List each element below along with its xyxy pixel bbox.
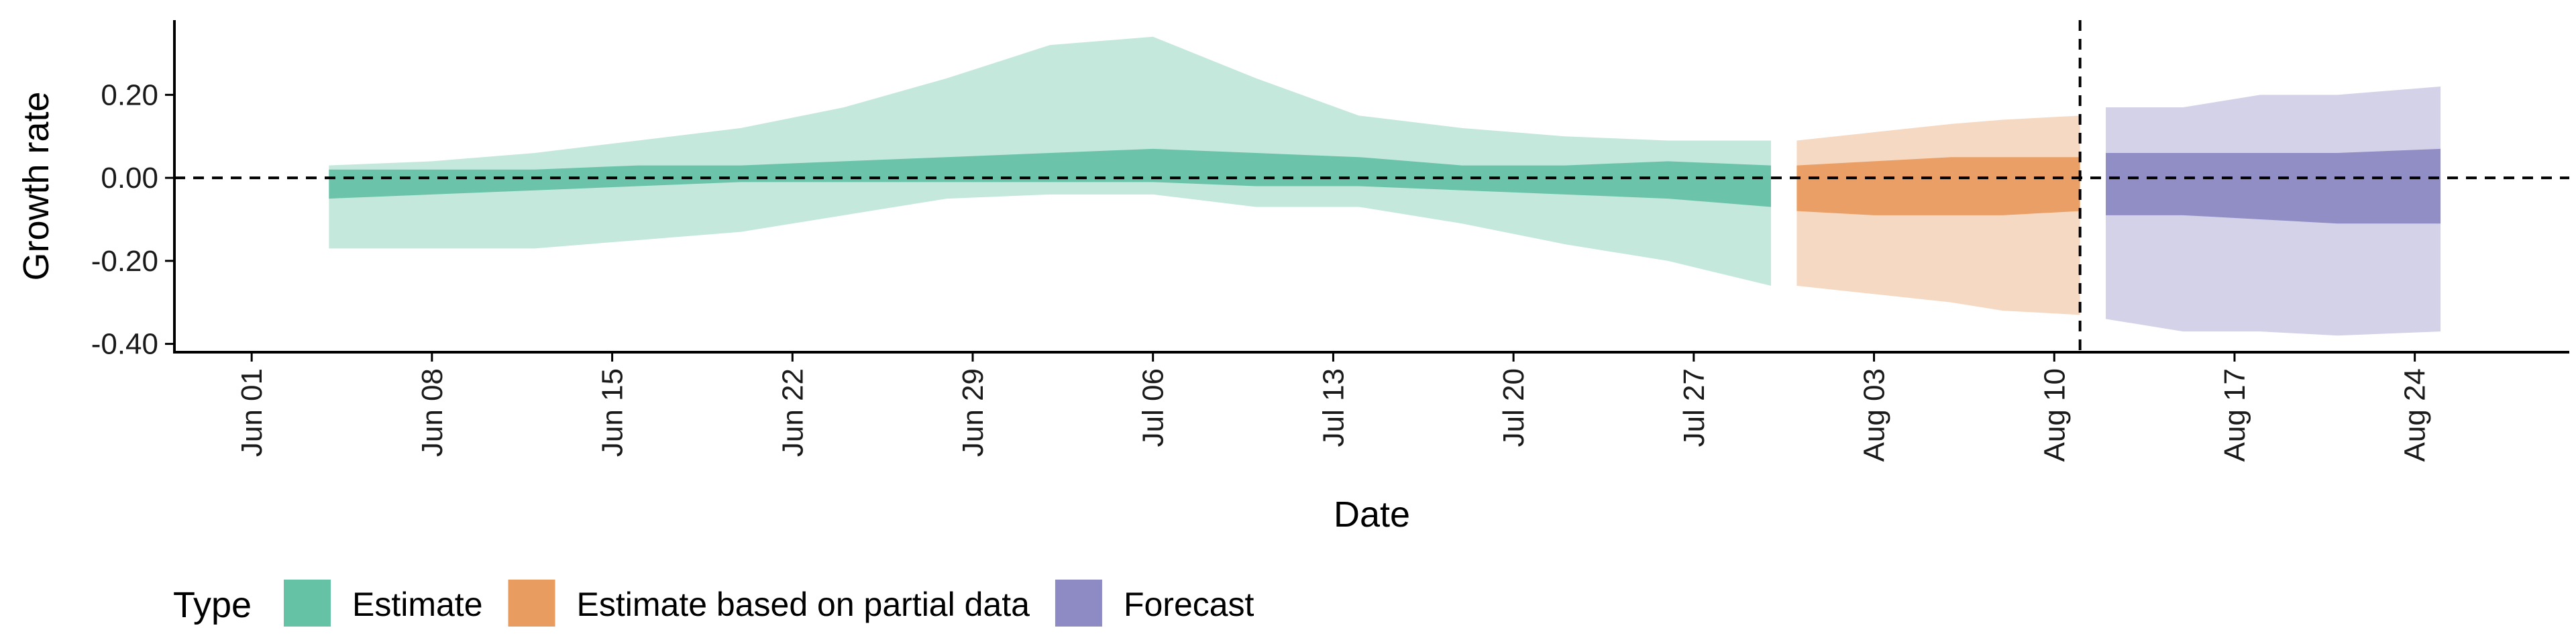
y-tick-label: -0.20 bbox=[91, 245, 158, 278]
axes: -0.40 -0.20 0.00 0.20 Jun 01 Jun 08 Jun 15 Jun … bbox=[91, 20, 2569, 462]
legend-title: Type bbox=[173, 585, 252, 625]
legend-label-estimate-based-on-partial-data: Estimate based on partial data bbox=[577, 586, 1030, 623]
x-axis-title: Date bbox=[1334, 494, 1410, 535]
series-bands bbox=[329, 36, 2441, 336]
legend: Type Estimate Estimate based on partial d… bbox=[173, 580, 1254, 627]
legend-label-estimate: Estimate bbox=[352, 586, 483, 623]
y-axis-title: Growth rate bbox=[16, 91, 56, 280]
x-tick-label: Jun 15 bbox=[596, 368, 629, 457]
x-tick-label: Aug 10 bbox=[2038, 368, 2071, 462]
x-tick-label: Jul 13 bbox=[1317, 368, 1350, 447]
y-tick-label: -0.40 bbox=[91, 328, 158, 361]
forecast-inner-band bbox=[2106, 148, 2441, 224]
y-tick-label: 0.20 bbox=[101, 78, 158, 111]
x-tick-label: Aug 17 bbox=[2218, 368, 2251, 462]
legend-key-estimate bbox=[284, 580, 331, 627]
x-tick-label: Aug 03 bbox=[1858, 368, 1891, 462]
estimate-inner-band bbox=[329, 148, 1772, 207]
x-tick-label: Jul 06 bbox=[1137, 368, 1170, 447]
x-tick-label: Jun 01 bbox=[235, 368, 268, 457]
reference-lines bbox=[174, 20, 2569, 352]
y-tick-label: 0.00 bbox=[101, 162, 158, 195]
legend-label-forecast: Forecast bbox=[1124, 586, 1254, 623]
x-tick-label: Jun 29 bbox=[957, 368, 989, 457]
legend-key-estimate-based-on-partial-data bbox=[508, 580, 555, 627]
x-tick-label: Jun 08 bbox=[416, 368, 449, 457]
x-tick-label: Jul 20 bbox=[1497, 368, 1530, 447]
x-tick-label: Aug 24 bbox=[2399, 368, 2432, 462]
x-tick-label: Jun 22 bbox=[776, 368, 809, 457]
x-tick-label: Jul 27 bbox=[1678, 368, 1711, 447]
estimate-based-on-partial-data-inner-band bbox=[1796, 157, 2080, 215]
legend-key-forecast bbox=[1055, 580, 1102, 627]
